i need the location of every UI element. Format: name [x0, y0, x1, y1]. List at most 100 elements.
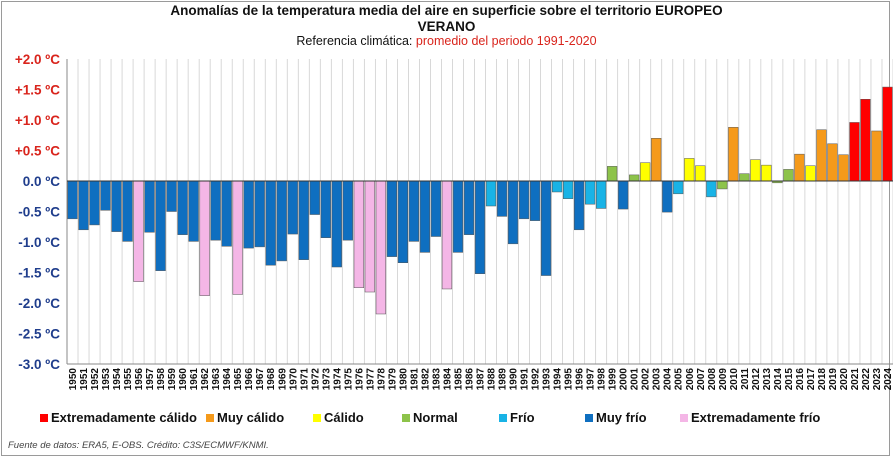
legend-label: Extremadamente cálido — [51, 410, 197, 425]
bar-1972 — [309, 180, 320, 215]
bar-1985 — [452, 180, 464, 253]
x-tick-label: 1950 — [68, 368, 79, 391]
x-tick-label: 2007 — [696, 368, 707, 391]
bar-1994 — [551, 180, 563, 193]
x-tick-label: 1969 — [277, 368, 288, 391]
y-tick-label: 0.0 ºC — [23, 174, 60, 189]
bar-2017 — [805, 165, 816, 182]
x-tick-label: 1974 — [332, 368, 343, 391]
x-tick-label: 1979 — [387, 368, 398, 391]
bar-2020 — [838, 154, 849, 182]
x-tick-label: 2011 — [740, 368, 751, 390]
bar-1958 — [155, 180, 166, 271]
bar-2023 — [871, 130, 882, 182]
y-tick-label: +2.0 ºC — [15, 52, 60, 67]
bar-1996 — [574, 180, 585, 231]
y-tick-label: -2.5 ºC — [18, 327, 60, 342]
bar-1952 — [89, 180, 100, 226]
x-tick-label: 1984 — [442, 368, 453, 391]
bar-1980 — [397, 180, 409, 263]
y-tick-label: -1.5 ºC — [18, 266, 60, 281]
x-tick-label: 2021 — [850, 368, 861, 391]
bar-1955 — [122, 180, 133, 242]
bar-1961 — [188, 180, 199, 242]
bar-1978 — [375, 180, 386, 315]
bar-chart: +2.0 ºC +1.5 ºC +1.0 ºC +0.5 ºC 0.0 ºC -0.5 º… — [15, 52, 893, 391]
x-tick-label: 1953 — [101, 368, 112, 391]
x-tick-label: 1958 — [156, 368, 167, 391]
x-tick-label: 1983 — [431, 368, 442, 391]
x-tick-label: 1971 — [299, 368, 310, 391]
bar-2007 — [695, 165, 706, 182]
bar-2016 — [794, 153, 805, 182]
y-tick-label: +1.0 ºC — [15, 113, 60, 128]
x-tick-label: 1967 — [255, 368, 266, 391]
legend-item-muy_frio: Muy frío — [585, 410, 647, 425]
bar-1986 — [463, 180, 475, 235]
legend-item-normal: Normal — [402, 410, 458, 425]
bar-1954 — [111, 180, 122, 232]
bar-2004 — [662, 180, 673, 213]
x-tick-label: 2002 — [641, 368, 652, 391]
bar-2003 — [651, 138, 662, 182]
x-tick-label: 2016 — [795, 368, 806, 391]
x-tick-label: 1965 — [233, 368, 244, 391]
bar-1973 — [320, 180, 331, 238]
x-tick-label: 1980 — [398, 368, 409, 391]
y-tick-label: +0.5 ºC — [15, 144, 60, 159]
legend-swatch — [585, 413, 593, 422]
x-tick-label: 2010 — [729, 368, 740, 391]
x-tick-label: 1972 — [310, 368, 321, 391]
y-tick-label: -0.5 ºC — [18, 205, 60, 220]
bar-1991 — [518, 180, 530, 220]
y-tick-label: -3.0 ºC — [18, 357, 60, 372]
bar-2018 — [816, 129, 827, 182]
bar-1989 — [496, 180, 508, 217]
x-tick-label: 1973 — [321, 368, 332, 391]
bar-1956 — [133, 180, 144, 282]
legend-item-calido: Cálido — [313, 410, 364, 425]
x-tick-label: 1976 — [354, 368, 365, 391]
x-tick-label: 1978 — [376, 368, 387, 391]
x-tick-label: 2018 — [817, 368, 828, 391]
x-tick-label: 1970 — [288, 368, 299, 391]
legend-item-muy_calido: Muy cálido — [206, 410, 284, 425]
x-tick-label: 1999 — [608, 368, 619, 391]
x-tick-label: 1968 — [266, 368, 277, 391]
bar-1969 — [276, 180, 287, 262]
bar-2000 — [618, 180, 629, 210]
legend-label: Normal — [413, 410, 458, 425]
bar-1962 — [199, 180, 210, 296]
subtitle-reference-period: promedio del periodo 1991-2020 — [415, 34, 597, 48]
x-tick-label: 1991 — [520, 368, 531, 391]
bar-1970 — [287, 180, 298, 235]
bar-1997 — [585, 180, 596, 205]
x-tick-label: 1961 — [189, 368, 200, 391]
bar-1967 — [254, 180, 265, 248]
bar-1998 — [596, 180, 607, 209]
x-tick-label: 2008 — [707, 368, 718, 391]
y-tick-label: -2.0 ºC — [18, 296, 60, 311]
x-tick-label: 2013 — [762, 368, 773, 391]
legend-swatch — [499, 413, 507, 422]
bar-1963 — [210, 180, 221, 241]
bar-1953 — [100, 180, 111, 211]
x-tick-label: 1964 — [222, 368, 233, 391]
x-tick-label: 1990 — [509, 368, 520, 391]
x-tick-label: 2017 — [806, 368, 817, 391]
bar-2002 — [640, 162, 651, 182]
bar-2013 — [761, 164, 772, 182]
bar-1960 — [177, 180, 188, 235]
x-tick-label: 2014 — [773, 368, 784, 391]
x-tick-label: 1998 — [597, 368, 608, 391]
bar-2005 — [673, 180, 684, 195]
chart-title-line2: VERANO — [417, 19, 476, 34]
bar-1984 — [441, 180, 453, 290]
bar-1992 — [529, 180, 541, 221]
bar-2015 — [783, 169, 794, 182]
bar-2008 — [706, 180, 717, 198]
x-tick-label: 1982 — [420, 368, 431, 391]
legend-swatch — [40, 413, 48, 422]
bar-2019 — [827, 143, 838, 182]
legend-label: Frío — [510, 410, 535, 425]
